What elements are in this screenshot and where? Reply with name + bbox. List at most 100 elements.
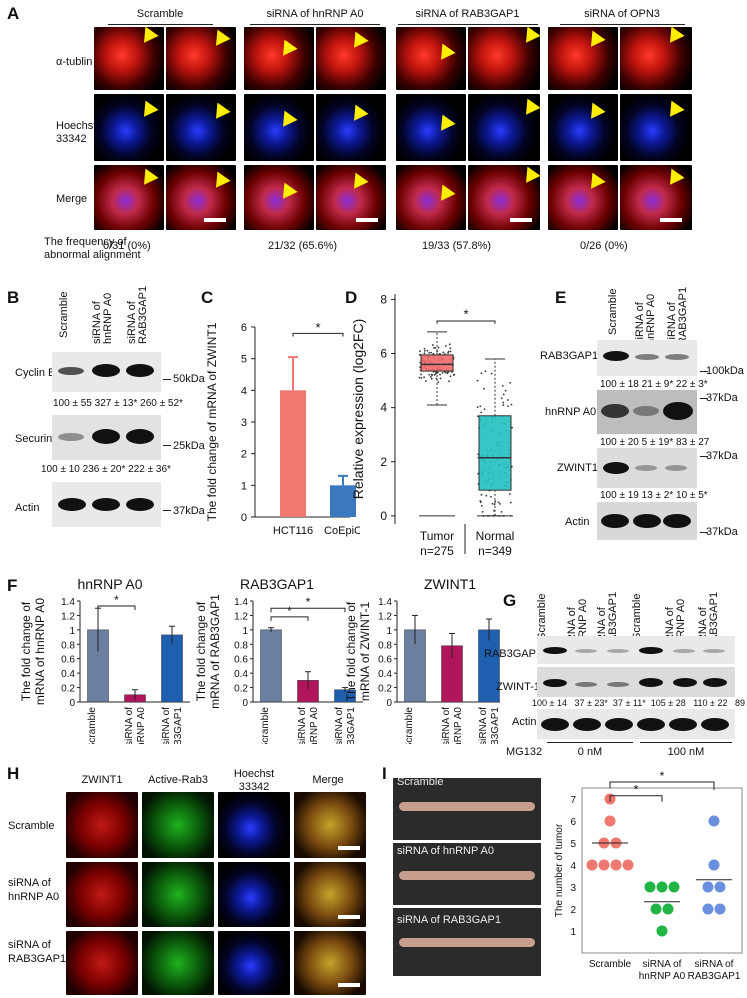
micrograph (94, 94, 164, 161)
data-point (714, 903, 726, 915)
panel-c-label: C (201, 288, 214, 307)
data-point (431, 344, 434, 346)
marker-tick (700, 371, 708, 372)
significance-bracket (609, 795, 663, 802)
y-axis-label: mRNA of ZWINT-1 (358, 602, 372, 702)
western-blot (537, 636, 735, 664)
data-point (423, 352, 426, 355)
row-label-merge: Merge (56, 193, 88, 205)
y-axis-label: The fold change of (345, 601, 358, 701)
blot-row-label: Actin (565, 516, 590, 528)
lane-label: siRNA of hnRNP A0 (91, 292, 114, 344)
data-point (452, 374, 455, 376)
micrograph (396, 165, 466, 230)
quantification: 100 ± 19 13 ± 2* 10 ± 5* (600, 490, 708, 501)
data-point (476, 379, 479, 382)
data-point (493, 503, 496, 506)
data-point (481, 510, 484, 513)
y-tick-label: 5 (570, 839, 576, 850)
data-point (510, 403, 513, 406)
data-point (509, 381, 512, 384)
data-point (500, 511, 503, 513)
lane-label: siRNA of hnRNP A0 (634, 293, 657, 345)
data-point (511, 426, 513, 429)
chart-f3: ZWINT1 0 0.2 0.4 0.6 0.8 1 1.2 1.4 Scramble siRNA … (345, 576, 500, 744)
y-tick-label: 0.6 (61, 655, 75, 666)
data-point (650, 903, 662, 915)
row-label-hoechst: Hoechst 33342 (56, 120, 97, 145)
y-tick-label: 0.6 (378, 655, 392, 666)
y-tick-label: 1 (242, 626, 248, 637)
y-axis-label: mRNA of RAB3GAP1 (208, 594, 222, 709)
bar (260, 629, 282, 703)
y-tick-label: 3 (570, 883, 576, 894)
micrograph (218, 931, 290, 995)
x-tick-label: Normal (476, 529, 515, 543)
micrograph (396, 94, 466, 161)
western-blot (597, 390, 697, 434)
data-point (491, 502, 494, 505)
row-label: siRNA of RAB3GAP1 (8, 939, 67, 965)
dose-bracket (547, 742, 633, 743)
lane-label: Scramble (536, 593, 548, 640)
data-point (428, 351, 431, 354)
blot-row-label: Actin (512, 716, 537, 728)
y-tick-label: 1.4 (61, 597, 75, 608)
y-tick-label: 2 (570, 905, 576, 916)
row-label-alpha-tubulin: α-tublin (56, 56, 93, 68)
y-axis-label: The number of tumor (554, 823, 565, 917)
plot-area (581, 787, 743, 954)
blot-row-label: Cyclin B1 (15, 367, 62, 379)
frequency-value: 0/31 (0%) (103, 240, 151, 252)
micrograph (218, 792, 290, 858)
data-point (430, 377, 433, 380)
data-point (423, 347, 426, 350)
group-underline (560, 24, 685, 25)
y-tick-label: 0 (241, 512, 247, 524)
micrograph (468, 94, 540, 161)
data-point (598, 859, 610, 871)
data-point (425, 380, 427, 382)
blot-row-label: Actin (15, 502, 40, 514)
data-point (434, 346, 437, 349)
panel-e-label: E (555, 288, 567, 307)
photo-label: siRNA of hnRNP A0 (397, 845, 495, 857)
data-point (483, 408, 486, 411)
data-point (423, 376, 426, 379)
significance-star: * (315, 320, 320, 335)
data-point (439, 373, 441, 376)
micrograph (620, 94, 692, 161)
data-point (499, 503, 501, 505)
micrograph (94, 165, 164, 230)
bar (280, 390, 306, 517)
blot-row-label: Securin (15, 433, 53, 445)
photo-label: Scramble (397, 776, 444, 788)
y-tick-label: 0 (380, 509, 387, 523)
data-point (708, 859, 720, 871)
y-tick-label: 6 (241, 322, 247, 334)
data-point (702, 881, 714, 893)
micrograph (66, 862, 138, 927)
y-tick-label: 1.2 (61, 611, 75, 622)
micrograph (142, 792, 214, 858)
western-blot (52, 352, 161, 392)
data-point (420, 377, 423, 379)
x-tick-label: siRNA of (161, 707, 172, 744)
micrograph (66, 792, 138, 858)
y-tick-label: 0.8 (61, 640, 75, 651)
data-point (477, 415, 479, 418)
panel-i-label: I (382, 764, 387, 783)
data-point (610, 859, 622, 871)
western-blot (597, 502, 697, 540)
data-point (480, 501, 482, 504)
group-header: siRNA of RAB3GAP1 (415, 8, 520, 20)
data-point (419, 350, 421, 353)
y-tick-label: 1 (241, 480, 247, 492)
western-blot (537, 667, 735, 697)
scale-bar (204, 218, 226, 222)
group-header: siRNA of hnRNP A0 (266, 8, 364, 20)
marker-tick (700, 532, 708, 533)
y-tick-label: 8 (380, 292, 387, 306)
y-tick-label: 0 (69, 698, 75, 709)
